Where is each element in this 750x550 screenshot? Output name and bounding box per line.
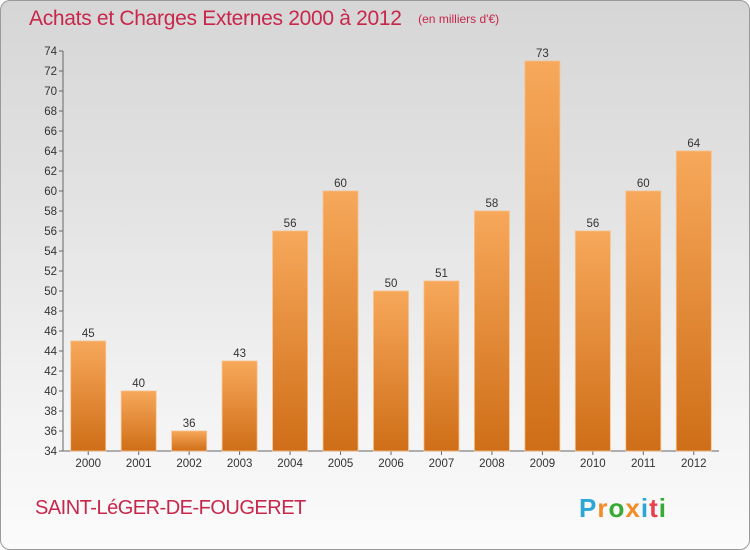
bar-2010[interactable]	[574, 230, 611, 452]
y-tick-label: 70	[44, 86, 57, 98]
x-tick-label: 2002	[176, 458, 202, 470]
bar-2011[interactable]	[625, 190, 662, 452]
x-tick-label: 2010	[580, 458, 606, 470]
logo-letter: P	[579, 493, 598, 523]
data-label-2012: 64	[687, 138, 700, 150]
y-tick-label: 66	[44, 126, 57, 138]
y-tick-label: 36	[44, 426, 57, 438]
data-label-2007: 51	[435, 268, 448, 280]
y-tick-label: 34	[44, 446, 57, 458]
logo-letter: i	[658, 493, 667, 523]
data-label-2005: 60	[334, 178, 347, 190]
logo-letter: o	[608, 493, 626, 523]
y-tick-label: 40	[44, 386, 57, 398]
data-label-2001: 40	[132, 378, 145, 390]
logo-letter: i	[640, 493, 650, 523]
chart-title-block: Achats et Charges Externes 2000 à 2012 (…	[29, 7, 499, 31]
data-label-2000: 45	[82, 328, 95, 340]
x-tick-label: 2008	[479, 458, 505, 470]
y-tick-label: 44	[44, 346, 57, 358]
data-label-2009: 73	[536, 48, 549, 60]
data-label-2003: 43	[233, 348, 246, 360]
bar-2012[interactable]	[675, 150, 712, 452]
bar-2008[interactable]	[474, 210, 510, 452]
data-label-2004: 56	[284, 218, 297, 230]
y-tick-label: 74	[44, 46, 57, 58]
x-tick-label: 2004	[277, 458, 303, 470]
chart-data-labels: 45 40 36 43 56 60 50 51 58 73 56 60 64	[82, 48, 701, 430]
x-tick-label: 2011	[631, 458, 656, 470]
y-tick-label: 64	[44, 146, 57, 158]
chart-subtitle: (en milliers d'€)	[418, 12, 500, 26]
place-name: SAINT-LéGER-DE-FOUGERET	[35, 497, 306, 519]
logo-letter: x	[625, 493, 641, 523]
bar-2000[interactable]	[70, 340, 107, 452]
y-tick-label: 52	[44, 266, 57, 278]
bar-2009[interactable]	[524, 60, 561, 452]
bar-2001[interactable]	[120, 390, 157, 452]
x-tick-label: 2001	[126, 458, 152, 470]
x-tick-label: 2009	[530, 458, 556, 470]
y-tick-label: 50	[44, 286, 57, 298]
y-tick-label: 46	[44, 326, 57, 338]
bar-2004[interactable]	[272, 230, 308, 452]
y-tick-label: 54	[44, 246, 57, 258]
y-tick-label: 62	[44, 166, 57, 178]
y-tick-label: 38	[44, 406, 57, 418]
y-tick-label: 56	[44, 226, 57, 238]
y-tick-label: 60	[44, 186, 57, 198]
bar-2005[interactable]	[322, 190, 359, 452]
bar-2006[interactable]	[373, 290, 409, 452]
x-tick-label: 2000	[75, 458, 101, 470]
y-tick-label: 42	[44, 366, 57, 378]
bar-2007[interactable]	[423, 280, 460, 452]
data-label-2010: 56	[586, 218, 599, 230]
data-label-2002: 36	[183, 418, 196, 430]
chart-bars	[70, 60, 712, 452]
data-label-2006: 50	[385, 278, 398, 290]
y-tick-label: 68	[44, 106, 57, 118]
logo-letter: t	[649, 493, 659, 523]
bar-2003[interactable]	[221, 360, 258, 452]
proxiti-logo[interactable]: Proxiti	[579, 493, 667, 524]
y-tick-label: 58	[44, 206, 57, 218]
bar-2002[interactable]	[171, 430, 208, 452]
logo-letter: r	[597, 493, 609, 523]
y-tick-label: 72	[44, 66, 57, 78]
x-tick-label: 2005	[328, 458, 354, 470]
x-tick-label: 2006	[378, 458, 404, 470]
data-label-2011: 60	[637, 178, 650, 190]
data-label-2008: 58	[486, 198, 499, 210]
x-tick-label: 2003	[227, 458, 253, 470]
x-tick-label: 2012	[681, 458, 707, 470]
x-tick-label: 2007	[429, 458, 455, 470]
chart-title: Achats et Charges Externes 2000 à 2012	[29, 7, 402, 30]
y-tick-label: 48	[44, 306, 57, 318]
